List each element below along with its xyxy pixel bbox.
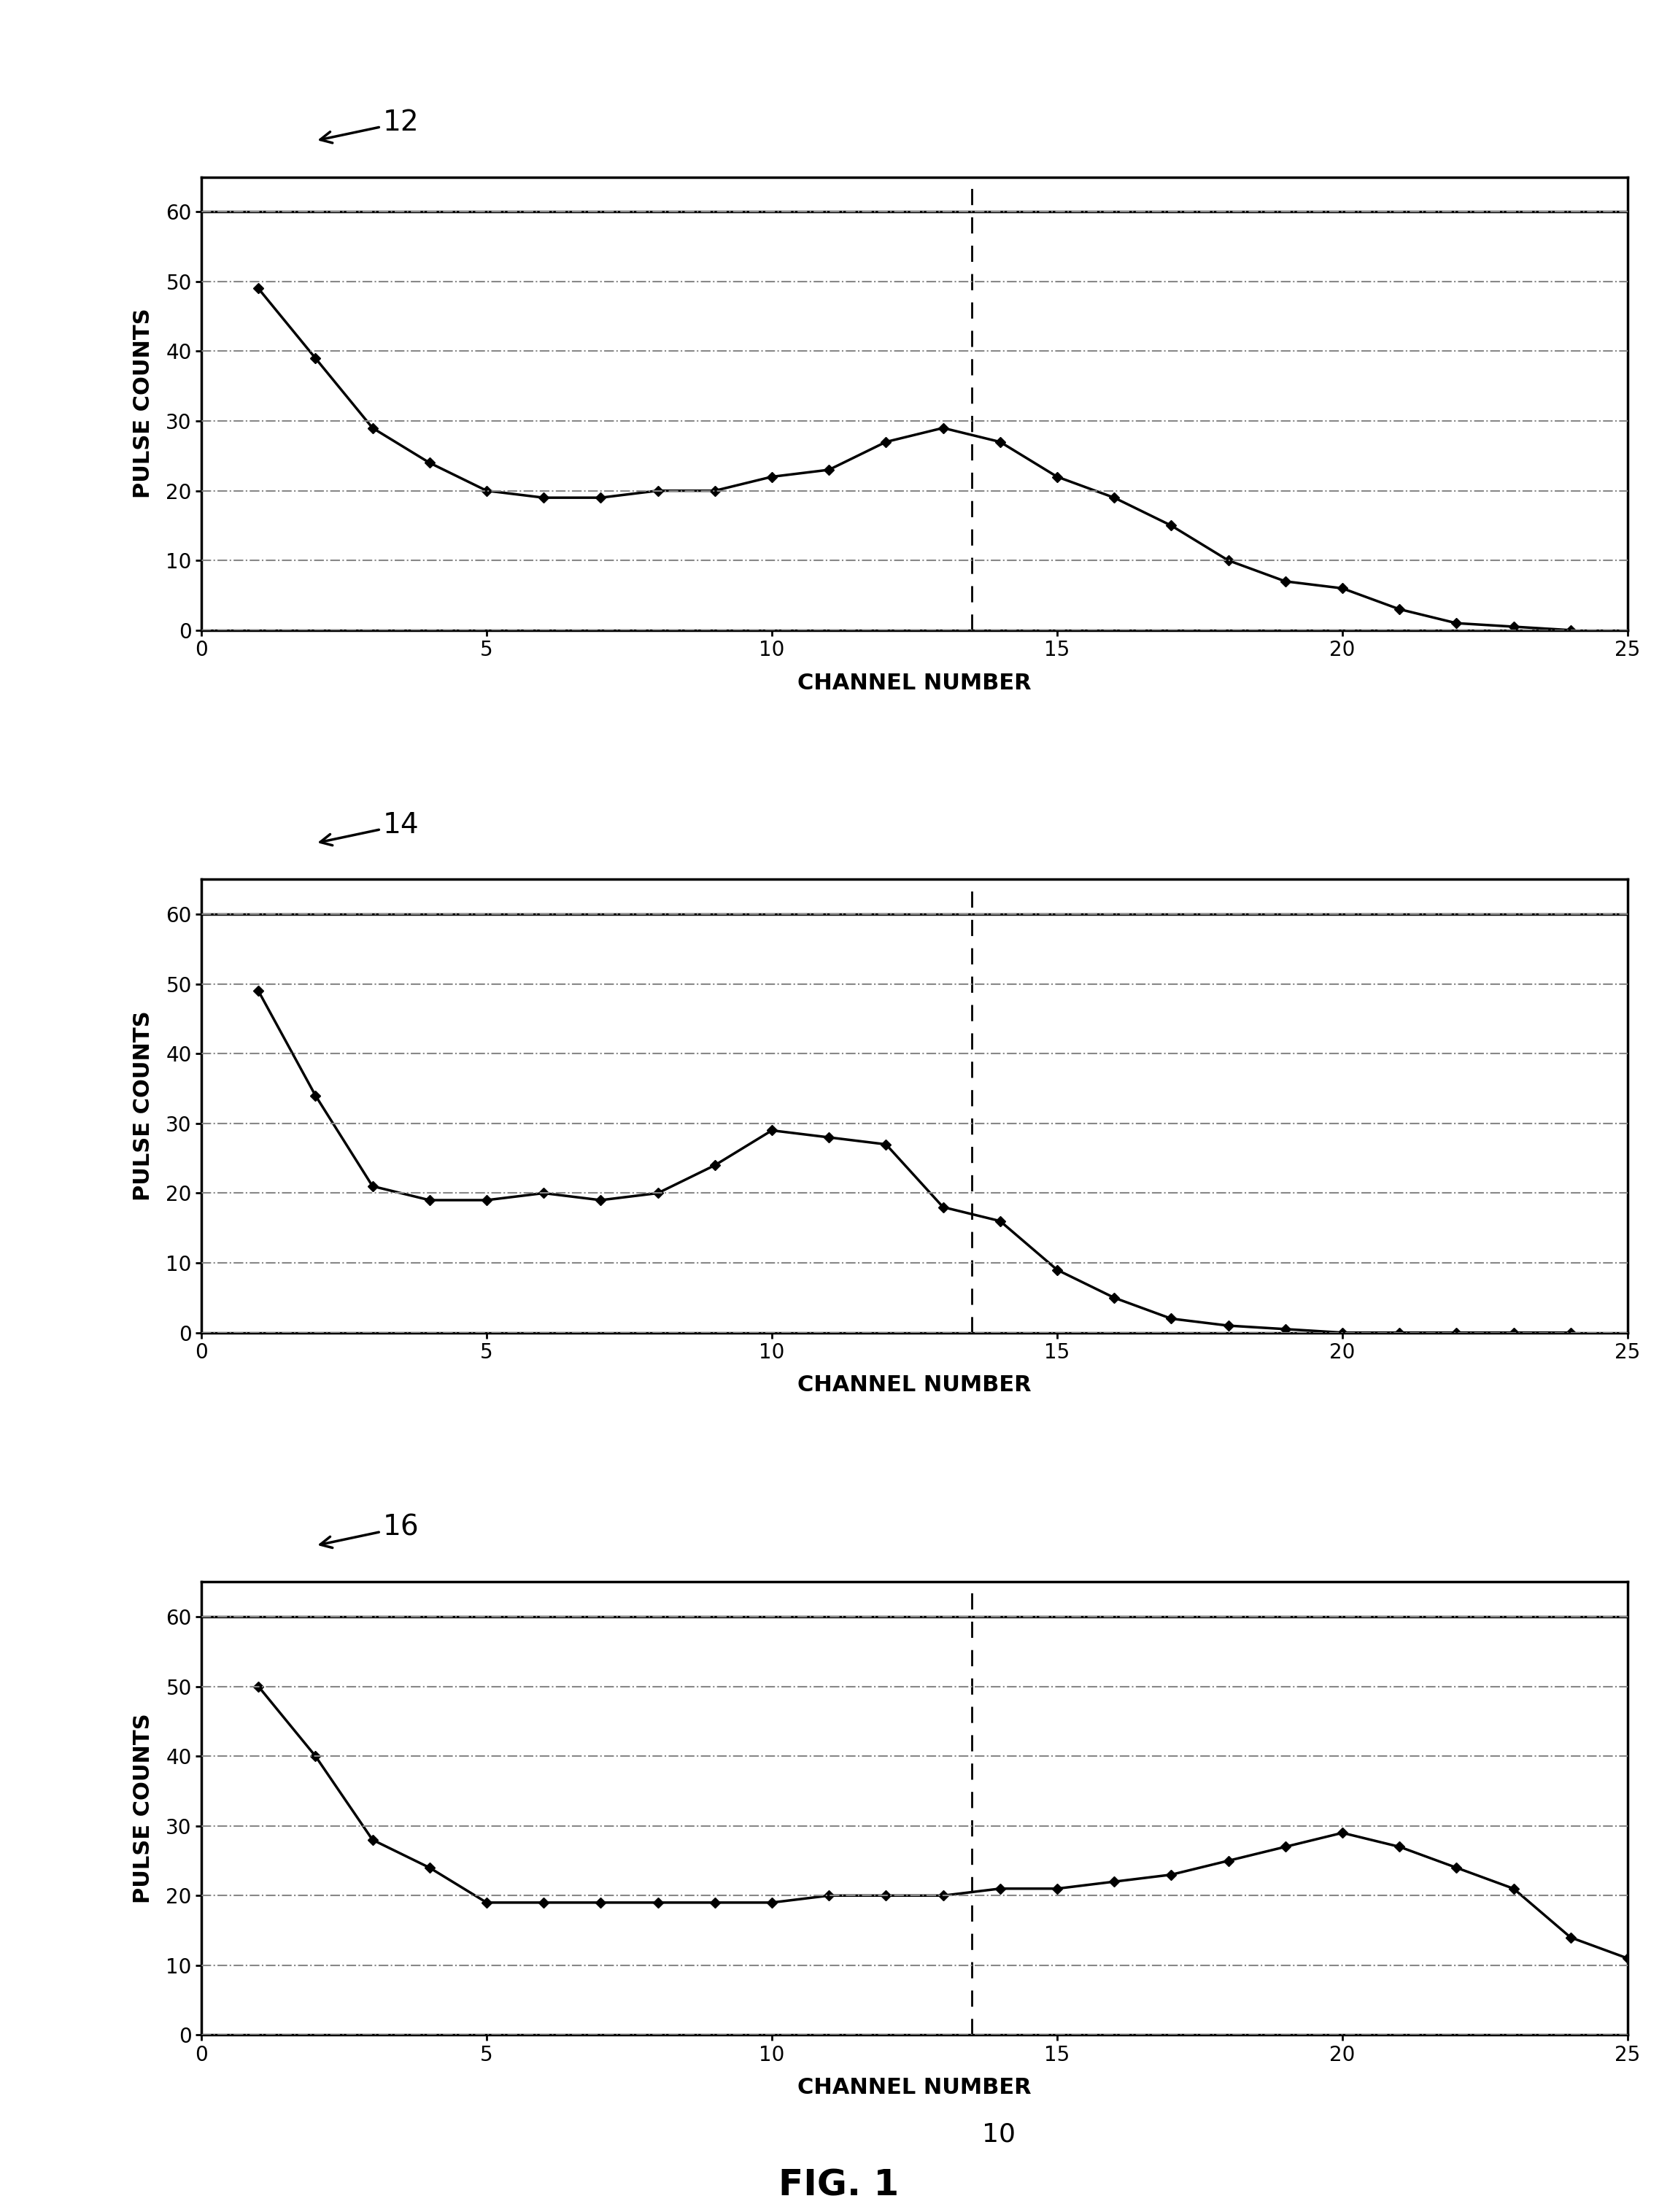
Text: 12: 12 [320, 108, 420, 144]
Y-axis label: PULSE COUNTS: PULSE COUNTS [133, 307, 154, 498]
Y-axis label: PULSE COUNTS: PULSE COUNTS [133, 1714, 154, 1905]
X-axis label: CHANNEL NUMBER: CHANNEL NUMBER [797, 2077, 1032, 2099]
Text: 16: 16 [320, 1513, 420, 1548]
Text: 10: 10 [982, 2121, 1015, 2148]
Text: FIG. 1: FIG. 1 [779, 2168, 899, 2203]
Text: 14: 14 [320, 812, 420, 845]
Y-axis label: PULSE COUNTS: PULSE COUNTS [133, 1011, 154, 1201]
X-axis label: CHANNEL NUMBER: CHANNEL NUMBER [797, 1376, 1032, 1396]
X-axis label: CHANNEL NUMBER: CHANNEL NUMBER [797, 672, 1032, 695]
